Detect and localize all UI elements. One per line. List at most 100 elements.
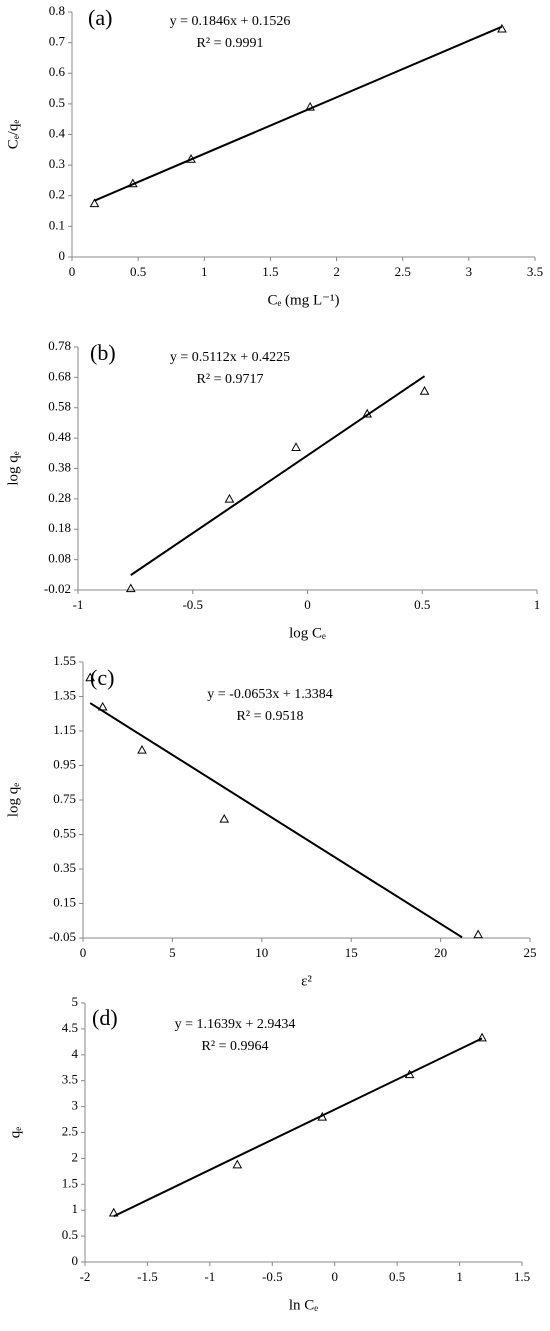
y-axis-label: log qₑ — [5, 451, 21, 485]
y-tick-label: 1.15 — [53, 722, 76, 737]
y-tick-label: 2 — [72, 1149, 79, 1164]
x-tick-label: 0.5 — [130, 264, 146, 279]
x-tick-label: -1.5 — [137, 1269, 158, 1284]
x-tick-label: 0 — [331, 1269, 338, 1284]
y-tick-label: 0.1 — [49, 217, 65, 232]
x-axis-label: Cₑ (mg L⁻¹) — [267, 292, 339, 308]
x-tick-label: 10 — [255, 945, 268, 960]
x-tick-label: -0.5 — [182, 597, 203, 612]
x-tick-label: 1 — [456, 1269, 463, 1284]
y-tick-label: 1.5 — [62, 1175, 78, 1190]
y-tick-label: 0.2 — [49, 187, 65, 202]
triangle-marker — [137, 744, 147, 754]
y-tick-label: 4.5 — [62, 1020, 78, 1035]
triangle-marker — [291, 442, 301, 451]
triangle-marker — [419, 386, 430, 395]
x-tick-label: -0.5 — [262, 1269, 283, 1284]
x-tick-label: 1 — [534, 597, 541, 612]
triangle-marker — [473, 929, 483, 939]
y-tick-label: 0.68 — [48, 368, 71, 383]
y-tick-label: 1.55 — [53, 653, 76, 668]
x-tick-label: 3.5 — [527, 264, 543, 279]
x-tick-label: 15 — [345, 945, 358, 960]
x-tick-label: 3 — [466, 264, 473, 279]
y-tick-label: 0 — [72, 1253, 79, 1268]
y-tick-label: 0.5 — [49, 95, 65, 110]
y-tick-label: 2.5 — [62, 1123, 78, 1138]
y-tick-label: 0.3 — [49, 156, 65, 171]
x-tick-label: 0 — [69, 264, 76, 279]
y-tick-label: 4 — [72, 1046, 79, 1061]
triangle-marker — [477, 1032, 487, 1042]
y-tick-label: 0.58 — [48, 399, 71, 414]
y-tick-label: 0.28 — [48, 490, 71, 505]
trendline — [113, 1037, 483, 1218]
y-tick-label: 0.95 — [53, 756, 76, 771]
y-tick-label: 0.5 — [62, 1227, 78, 1242]
r-squared: R² = 0.9964 — [202, 1039, 269, 1054]
y-tick-label: 0.6 — [49, 64, 66, 79]
fit-equation: y = 0.1846x + 0.1526 — [170, 14, 291, 29]
trendline — [94, 25, 503, 202]
y-axis-label: Cₑ/qₑ — [5, 120, 21, 150]
y-tick-label: 0 — [59, 248, 66, 263]
y-axis-label: log qₑ — [5, 783, 21, 817]
fit-equation: y = 0.5112x + 0.4225 — [170, 350, 290, 365]
x-tick-label: 1.5 — [514, 1269, 530, 1284]
y-tick-label: 0.78 — [48, 338, 71, 353]
y-tick-label: -0.02 — [44, 581, 71, 596]
y-tick-label: 0.7 — [49, 34, 66, 49]
triangle-marker — [85, 672, 96, 682]
x-tick-label: -1 — [204, 1269, 215, 1284]
r-squared: R² = 0.9717 — [197, 372, 264, 387]
y-tick-label: 3 — [72, 1098, 79, 1113]
x-tick-label: 1 — [201, 264, 208, 279]
x-axis-label: log Cₑ — [289, 625, 326, 641]
triangle-marker — [219, 813, 230, 823]
y-tick-label: 0.15 — [53, 894, 76, 909]
x-tick-label: 2 — [333, 264, 340, 279]
x-tick-label: 20 — [434, 945, 447, 960]
x-tick-label: -2 — [80, 1269, 91, 1284]
y-tick-label: 0.55 — [53, 825, 76, 840]
y-axis-label: qₑ — [7, 1127, 23, 1139]
triangle-marker — [232, 1159, 243, 1169]
y-tick-label: 3.5 — [62, 1072, 78, 1087]
y-tick-label: 0.8 — [49, 3, 65, 18]
fit-equation: y = 1.1639x + 2.9434 — [175, 1017, 296, 1032]
x-axis-label: ε² — [301, 973, 312, 989]
x-tick-label: -1 — [73, 597, 84, 612]
triangle-marker — [89, 198, 100, 208]
r-squared: R² = 0.9518 — [237, 709, 304, 724]
y-tick-label: 0.4 — [49, 125, 66, 140]
y-tick-label: 5 — [72, 994, 79, 1009]
y-tick-label: -0.05 — [49, 929, 76, 944]
x-tick-label: 5 — [169, 945, 176, 960]
panel-label: (c) — [90, 665, 114, 690]
y-tick-label: 1 — [72, 1201, 79, 1216]
triangle-marker — [224, 493, 235, 503]
y-tick-label: 0.08 — [48, 551, 71, 566]
y-tick-label: 0.38 — [48, 459, 71, 474]
triangle-marker — [125, 583, 136, 593]
trendline — [89, 702, 463, 939]
y-tick-label: 0.35 — [53, 860, 76, 875]
x-tick-label: 1.5 — [262, 264, 278, 279]
panel-label: (b) — [90, 340, 116, 365]
x-axis-label: ln Cₑ — [289, 1297, 318, 1313]
x-tick-label: 0.5 — [389, 1269, 405, 1284]
fit-equation: y = -0.0653x + 1.3384 — [207, 687, 332, 702]
x-tick-label: 2.5 — [395, 264, 411, 279]
y-tick-label: 1.35 — [53, 687, 76, 702]
y-tick-label: 0.18 — [48, 520, 71, 535]
x-tick-label: 25 — [524, 945, 537, 960]
x-tick-label: 0.5 — [414, 597, 430, 612]
panel-label: (d) — [92, 1005, 118, 1030]
r-squared: R² = 0.9991 — [197, 36, 264, 51]
x-tick-label: 0 — [304, 597, 311, 612]
triangle-marker — [305, 101, 315, 111]
trendline — [130, 375, 426, 576]
x-tick-label: 0 — [80, 945, 87, 960]
